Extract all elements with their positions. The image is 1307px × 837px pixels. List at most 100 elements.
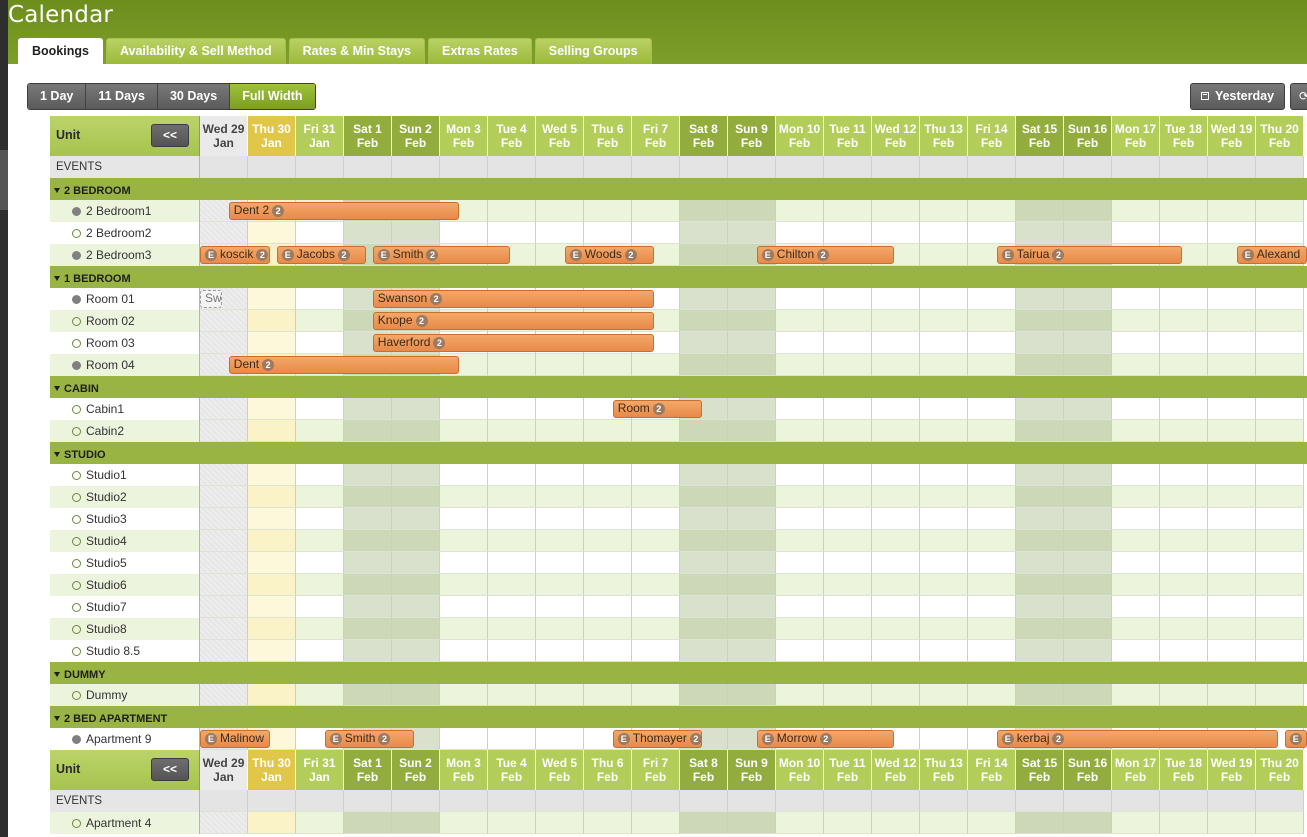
calendar-cell[interactable]	[488, 812, 536, 834]
unit-row-label[interactable]: 2 Bedroom1	[50, 200, 200, 222]
calendar-cell[interactable]	[680, 310, 728, 332]
unit-row-label[interactable]: Studio8	[50, 618, 200, 640]
calendar-cell[interactable]	[1016, 812, 1064, 834]
booking-bar[interactable]: E Thomayer 2	[612, 730, 702, 748]
calendar-cell[interactable]	[584, 508, 632, 530]
calendar-cell[interactable]	[536, 640, 584, 662]
unit-row-label[interactable]: Studio4	[50, 530, 200, 552]
calendar-cell[interactable]	[1112, 812, 1160, 834]
unit-row-label[interactable]: Studio 8.5	[50, 640, 200, 662]
calendar-cell[interactable]	[1160, 398, 1208, 420]
calendar-cell[interactable]	[776, 574, 824, 596]
calendar-cell[interactable]	[200, 464, 248, 486]
day-header[interactable]: Thu 13 Feb	[920, 116, 968, 156]
calendar-cell[interactable]	[1160, 310, 1208, 332]
calendar-cell[interactable]	[1256, 310, 1304, 332]
calendar-cell[interactable]	[680, 684, 728, 706]
day-header[interactable]: Sun 9 Feb	[728, 116, 776, 156]
day-header[interactable]: Tue 18 Feb	[1160, 116, 1208, 156]
calendar-cell[interactable]	[728, 332, 776, 354]
calendar-cell[interactable]	[872, 684, 920, 706]
events-cell[interactable]	[248, 156, 296, 178]
calendar-cell[interactable]	[1112, 640, 1160, 662]
calendar-cell[interactable]	[296, 288, 344, 310]
day-header[interactable]: Tue 18 Feb	[1160, 750, 1208, 790]
calendar-cell[interactable]	[1112, 200, 1160, 222]
events-cell[interactable]	[344, 790, 392, 812]
calendar-cell[interactable]	[632, 200, 680, 222]
calendar-cell[interactable]	[1112, 420, 1160, 442]
calendar-cell[interactable]	[1016, 310, 1064, 332]
calendar-cell[interactable]	[392, 552, 440, 574]
calendar-cell[interactable]	[728, 398, 776, 420]
calendar-cell[interactable]	[200, 310, 248, 332]
day-header[interactable]: Mon 17 Feb	[1112, 116, 1160, 156]
calendar-cell[interactable]	[392, 618, 440, 640]
events-cell[interactable]	[344, 156, 392, 178]
calendar-cell[interactable]	[1016, 200, 1064, 222]
calendar-cell[interactable]	[728, 640, 776, 662]
calendar-cell[interactable]	[728, 354, 776, 376]
calendar-cell[interactable]	[920, 464, 968, 486]
unit-row-label[interactable]: Studio1	[50, 464, 200, 486]
calendar-cell[interactable]	[536, 486, 584, 508]
calendar-cell[interactable]	[680, 288, 728, 310]
calendar-cell[interactable]	[872, 354, 920, 376]
calendar-cell[interactable]	[248, 552, 296, 574]
view-30-days-button[interactable]: 30 Days	[157, 84, 231, 109]
collapse-units-button[interactable]: <<	[151, 124, 189, 147]
calendar-cell[interactable]	[1160, 486, 1208, 508]
calendar-cell[interactable]	[824, 222, 872, 244]
calendar-cell[interactable]	[536, 684, 584, 706]
calendar-cell[interactable]	[392, 222, 440, 244]
calendar-cell[interactable]	[920, 310, 968, 332]
calendar-cell[interactable]	[1208, 420, 1256, 442]
calendar-cell[interactable]	[680, 464, 728, 486]
calendar-cell[interactable]	[200, 530, 248, 552]
calendar-cell[interactable]	[968, 464, 1016, 486]
calendar-cell[interactable]	[584, 812, 632, 834]
unit-row-label[interactable]: Apartment 9	[50, 728, 200, 750]
calendar-cell[interactable]	[872, 486, 920, 508]
events-cell[interactable]	[776, 790, 824, 812]
events-cell[interactable]	[1112, 156, 1160, 178]
calendar-cell[interactable]	[584, 486, 632, 508]
calendar-cell[interactable]	[728, 288, 776, 310]
day-header[interactable]: Sat 1 Feb	[344, 116, 392, 156]
calendar-cell[interactable]	[1016, 332, 1064, 354]
booking-bar[interactable]: Dent 2	[228, 356, 460, 374]
calendar-cell[interactable]	[200, 618, 248, 640]
calendar-cell[interactable]	[1064, 398, 1112, 420]
calendar-cell[interactable]	[584, 222, 632, 244]
calendar-cell[interactable]	[1016, 684, 1064, 706]
calendar-cell[interactable]	[1208, 684, 1256, 706]
unit-row-label[interactable]: Studio2	[50, 486, 200, 508]
day-header[interactable]: Sat 1 Feb	[344, 750, 392, 790]
calendar-cell[interactable]	[776, 354, 824, 376]
calendar-cell[interactable]	[1208, 596, 1256, 618]
calendar-cell[interactable]	[1112, 486, 1160, 508]
calendar-cell[interactable]	[248, 640, 296, 662]
events-cell[interactable]	[728, 156, 776, 178]
calendar-cell[interactable]	[968, 596, 1016, 618]
booking-bar[interactable]: E Woods 2	[564, 246, 654, 264]
group-header[interactable]: 1 BEDROOM	[50, 266, 200, 288]
calendar-cell[interactable]	[1112, 310, 1160, 332]
group-header[interactable]: STUDIO	[50, 442, 200, 464]
calendar-cell[interactable]	[536, 530, 584, 552]
booking-bar[interactable]: E Smith 2	[324, 730, 414, 748]
calendar-cell[interactable]	[488, 200, 536, 222]
calendar-cell[interactable]	[1256, 354, 1304, 376]
calendar-cell[interactable]	[296, 596, 344, 618]
calendar-cell[interactable]	[680, 420, 728, 442]
calendar-cell[interactable]	[1208, 618, 1256, 640]
calendar-cell[interactable]	[1112, 684, 1160, 706]
events-cell[interactable]	[920, 156, 968, 178]
calendar-cell[interactable]	[632, 420, 680, 442]
calendar-cell[interactable]	[1016, 530, 1064, 552]
calendar-cell[interactable]	[968, 552, 1016, 574]
calendar-cell[interactable]	[968, 310, 1016, 332]
calendar-cell[interactable]	[584, 464, 632, 486]
calendar-cell[interactable]	[248, 684, 296, 706]
calendar-cell[interactable]	[824, 508, 872, 530]
